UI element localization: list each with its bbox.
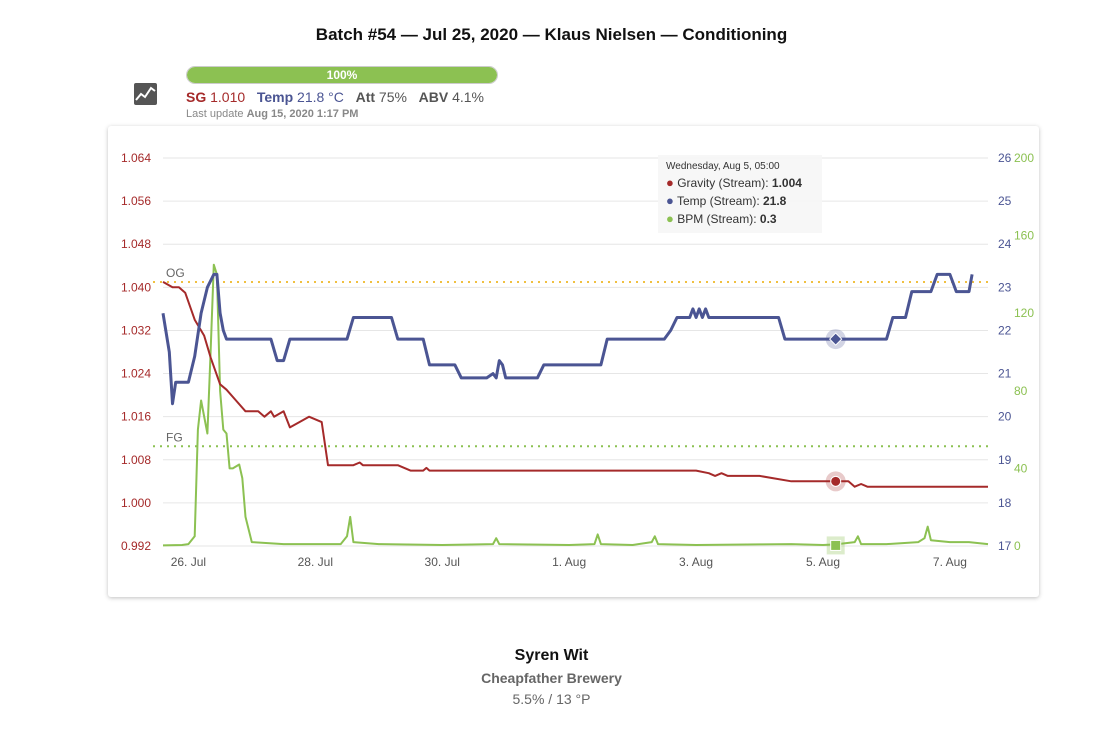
y-tick-temp: 24	[998, 237, 1012, 251]
abv-value: 4.1%	[452, 89, 484, 105]
y-tick-temp: 25	[998, 194, 1012, 208]
y-tick-temp: 21	[998, 367, 1012, 381]
y-tick-temp: 17	[998, 539, 1012, 553]
chart-svg[interactable]: 1.064 1.056 1.048 1.040 1.032 1.024 1.016 1.008…	[108, 126, 1039, 597]
batch-title: Batch #54 — Jul 25, 2020 — Klaus Nielsen…	[315, 25, 788, 44]
chart-tooltip: Wednesday, Aug 5, 05:00 ● Gravity (Strea…	[658, 155, 822, 233]
y-tick-gravity: 1.032	[121, 323, 151, 337]
y-tick-gravity: 1.056	[121, 194, 151, 208]
y-tick-temp: 26	[998, 151, 1012, 165]
tooltip-label: Gravity (Stream):	[677, 176, 772, 190]
tooltip-value: 0.3	[759, 212, 777, 226]
beer-name: Syren Wit	[514, 647, 589, 664]
sg-value: 1.010	[210, 89, 246, 105]
x-tick-label: 7. Aug	[933, 555, 967, 569]
tooltip-row-temp: ● Temp (Stream): 21.8	[666, 192, 814, 210]
y-tick-gravity: 1.016	[121, 410, 151, 424]
series-line-temp	[161, 272, 974, 406]
y-tick-temp: 22	[998, 323, 1012, 337]
x-tick-label: 3. Aug	[679, 555, 713, 569]
temp-dot-icon: ●	[666, 193, 674, 208]
tooltip-header: Wednesday, Aug 5, 05:00	[666, 161, 780, 172]
hover-marker-temp	[828, 332, 843, 346]
att-label: Att	[355, 89, 376, 105]
tooltip-label: Temp (Stream):	[676, 194, 763, 208]
y-tick-bpm: 0	[1014, 539, 1021, 553]
y-tick-gravity: 1.048	[121, 237, 151, 251]
y-tick-temp: 19	[998, 453, 1012, 467]
hover-marker-bpm	[830, 539, 842, 551]
batch-stats: SG 1.010 Temp 21.8 °C Att 75% ABV 4.1%	[186, 89, 484, 105]
x-tick-label: 5. Aug	[806, 555, 840, 569]
tooltip-value: 1.004	[771, 176, 802, 190]
y-tick-bpm: 40	[1014, 461, 1028, 475]
y-tick-bpm: 120	[1014, 306, 1034, 320]
last-update-value: Aug 15, 2020 1:17 PM	[246, 108, 359, 120]
x-tick-label: 30. Jul	[425, 555, 460, 569]
y-tick-gravity: 0.992	[121, 539, 151, 553]
y-tick-temp: 18	[998, 496, 1012, 510]
tooltip-value: 21.8	[763, 194, 787, 208]
brewery-name: Cheapfather Brewery	[481, 670, 622, 686]
y-tick-gravity: 1.024	[121, 367, 151, 381]
progress-bar: 100%	[186, 66, 498, 84]
y-tick-bpm: 200	[1014, 151, 1034, 165]
plot-line-label: FG	[166, 430, 183, 444]
gravity-dot-icon: ●	[666, 175, 674, 190]
abv-label: ABV	[418, 89, 449, 105]
progress-fill	[187, 67, 497, 83]
fermentation-chart[interactable]: 1.064 1.056 1.048 1.040 1.032 1.024 1.016 1.008…	[108, 126, 1039, 597]
y-tick-gravity: 1.064	[121, 151, 151, 165]
progress-label: 100%	[326, 68, 358, 82]
x-tick-label: 1. Aug	[552, 555, 586, 569]
sg-label: SG	[186, 89, 207, 105]
x-tick-label: 28. Jul	[298, 555, 333, 569]
y-tick-bpm: 160	[1014, 229, 1034, 243]
beer-spec: 5.5% / 13 °P	[512, 691, 591, 707]
tooltip-label: BPM (Stream):	[677, 212, 760, 226]
series-line-gravity	[162, 281, 988, 488]
hover-marker-gravity	[830, 475, 842, 487]
tooltip-row-gravity: ● Gravity (Stream): 1.004	[666, 174, 814, 192]
y-tick-gravity: 1.008	[121, 453, 151, 467]
temp-value: 21.8 °C	[297, 89, 344, 105]
series-line-bpm	[162, 263, 989, 547]
att-value: 75%	[378, 89, 407, 105]
line-chart-icon[interactable]	[133, 82, 158, 106]
plot-line-label: OG	[166, 266, 185, 280]
y-tick-gravity: 1.000	[121, 496, 151, 510]
y-tick-gravity: 1.040	[121, 280, 151, 294]
temp-label: Temp	[256, 89, 294, 105]
y-tick-temp: 23	[998, 280, 1012, 294]
y-tick-bpm: 80	[1014, 384, 1028, 398]
y-tick-temp: 20	[998, 410, 1012, 424]
tooltip-row-bpm: ● BPM (Stream): 0.3	[666, 210, 814, 228]
last-update: Last update Aug 15, 2020 1:17 PM	[186, 108, 358, 120]
bpm-dot-icon: ●	[666, 211, 674, 226]
last-update-prefix: Last update	[186, 108, 244, 120]
x-tick-label: 26. Jul	[171, 555, 206, 569]
